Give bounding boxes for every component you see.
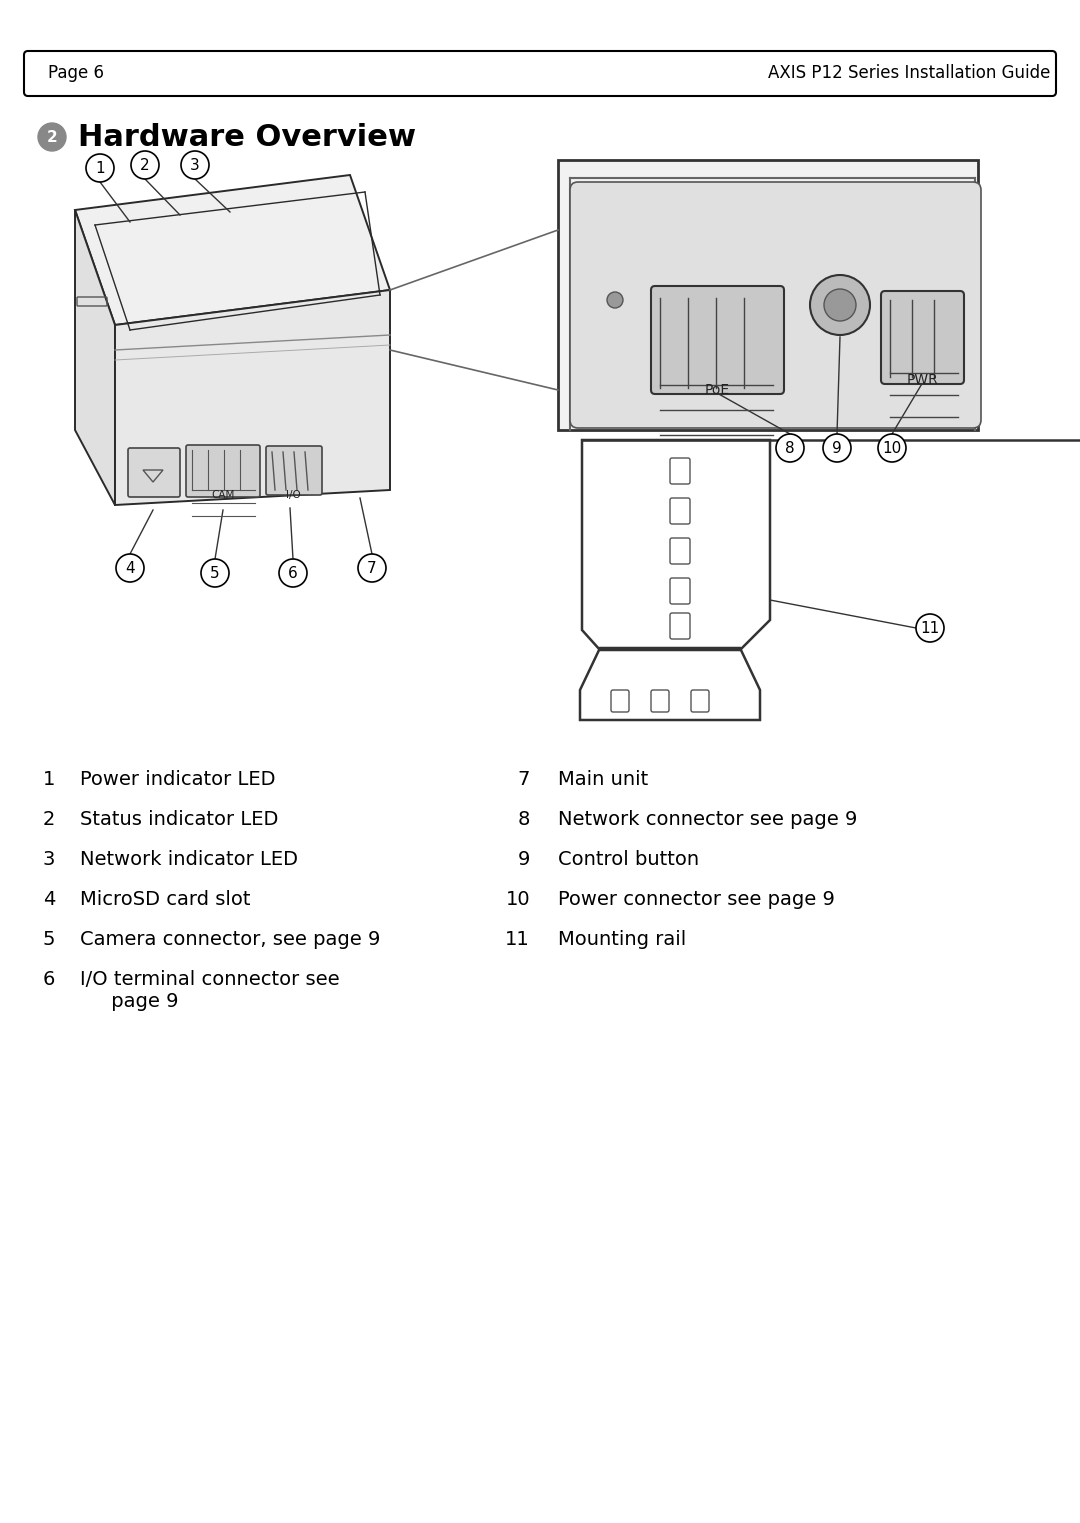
Text: 5: 5: [42, 931, 55, 949]
FancyBboxPatch shape: [570, 183, 981, 428]
Text: 9: 9: [832, 440, 842, 455]
Text: 5: 5: [211, 565, 220, 580]
FancyBboxPatch shape: [186, 445, 260, 496]
Polygon shape: [75, 175, 390, 324]
Text: 4: 4: [42, 889, 55, 909]
Text: 11: 11: [920, 620, 940, 635]
Text: 7: 7: [517, 771, 530, 789]
Text: MicroSD card slot: MicroSD card slot: [80, 889, 251, 909]
Circle shape: [201, 559, 229, 586]
Circle shape: [279, 559, 307, 586]
Text: Network indicator LED: Network indicator LED: [80, 850, 298, 870]
FancyBboxPatch shape: [24, 50, 1056, 96]
Text: 9: 9: [517, 850, 530, 870]
Polygon shape: [114, 289, 390, 506]
Text: I/O terminal connector see
     page 9: I/O terminal connector see page 9: [80, 970, 339, 1011]
Text: 10: 10: [882, 440, 902, 455]
Text: Mounting rail: Mounting rail: [558, 931, 686, 949]
Text: CAM: CAM: [212, 490, 234, 500]
Text: Power connector see page 9: Power connector see page 9: [558, 889, 835, 909]
Text: 4: 4: [125, 560, 135, 576]
Text: 3: 3: [190, 157, 200, 172]
Circle shape: [824, 289, 856, 321]
Text: 1: 1: [42, 771, 55, 789]
Text: 2: 2: [42, 810, 55, 829]
Text: 10: 10: [505, 889, 530, 909]
Circle shape: [38, 123, 66, 151]
Text: PWR: PWR: [907, 373, 939, 387]
Text: 8: 8: [517, 810, 530, 829]
Text: Network connector see page 9: Network connector see page 9: [558, 810, 858, 829]
Polygon shape: [558, 160, 978, 429]
Text: 3: 3: [42, 850, 55, 870]
Text: 11: 11: [505, 931, 530, 949]
Circle shape: [131, 151, 159, 180]
Text: Status indicator LED: Status indicator LED: [80, 810, 279, 829]
Text: Camera connector, see page 9: Camera connector, see page 9: [80, 931, 380, 949]
FancyBboxPatch shape: [651, 286, 784, 394]
Circle shape: [777, 434, 804, 461]
Text: AXIS P12 Series Installation Guide: AXIS P12 Series Installation Guide: [768, 64, 1050, 82]
Text: Page 6: Page 6: [48, 64, 104, 82]
Text: PoE: PoE: [704, 382, 730, 398]
Text: Hardware Overview: Hardware Overview: [78, 122, 416, 151]
Text: Control button: Control button: [558, 850, 699, 870]
Polygon shape: [75, 210, 114, 506]
Text: 6: 6: [42, 970, 55, 988]
Circle shape: [916, 614, 944, 643]
Circle shape: [607, 292, 623, 308]
Circle shape: [86, 154, 114, 183]
Text: 8: 8: [785, 440, 795, 455]
Circle shape: [181, 151, 210, 180]
Text: 6: 6: [288, 565, 298, 580]
FancyBboxPatch shape: [881, 291, 964, 384]
Circle shape: [878, 434, 906, 461]
FancyBboxPatch shape: [266, 446, 322, 495]
Circle shape: [116, 554, 144, 582]
Circle shape: [823, 434, 851, 461]
FancyBboxPatch shape: [129, 448, 180, 496]
Text: Power indicator LED: Power indicator LED: [80, 771, 275, 789]
Circle shape: [810, 276, 870, 335]
Circle shape: [357, 554, 386, 582]
Text: 7: 7: [367, 560, 377, 576]
Text: 2: 2: [140, 157, 150, 172]
Text: I/O: I/O: [285, 490, 300, 500]
Text: 1: 1: [95, 160, 105, 175]
FancyBboxPatch shape: [558, 160, 978, 429]
Text: Main unit: Main unit: [558, 771, 648, 789]
Text: 2: 2: [46, 129, 57, 145]
